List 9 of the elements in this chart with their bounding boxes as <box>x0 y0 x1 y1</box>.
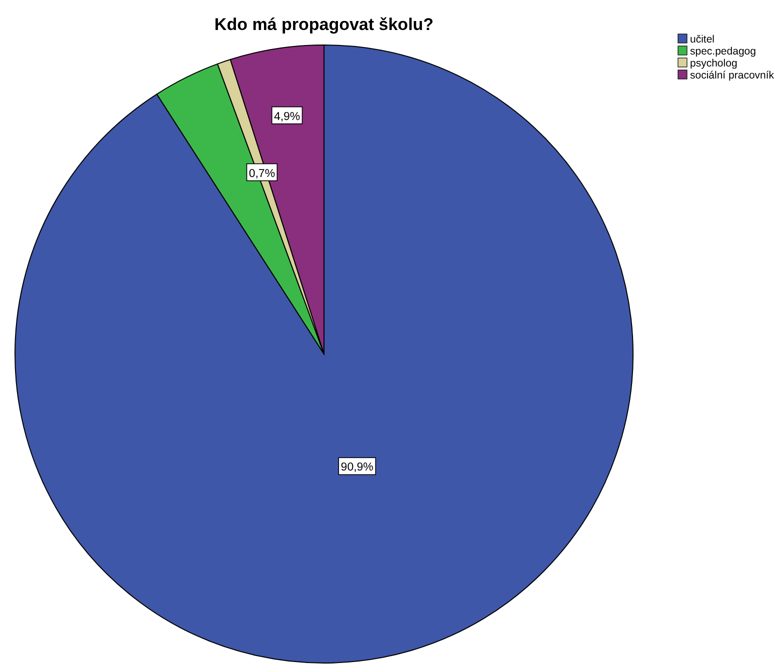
data-label: 90,9% <box>340 462 374 474</box>
pie-slice <box>14 44 634 664</box>
data-label: 0,7% <box>248 168 276 180</box>
legend-label: sociální pracovník <box>690 70 775 82</box>
legend-label: učitel <box>690 34 715 46</box>
data-label: 4,9% <box>274 110 300 123</box>
legend-label: psycholog <box>690 58 738 70</box>
legend-label: spec.pedagog <box>690 46 756 58</box>
chart-title: Kdo má propagovat školu? <box>214 15 434 34</box>
